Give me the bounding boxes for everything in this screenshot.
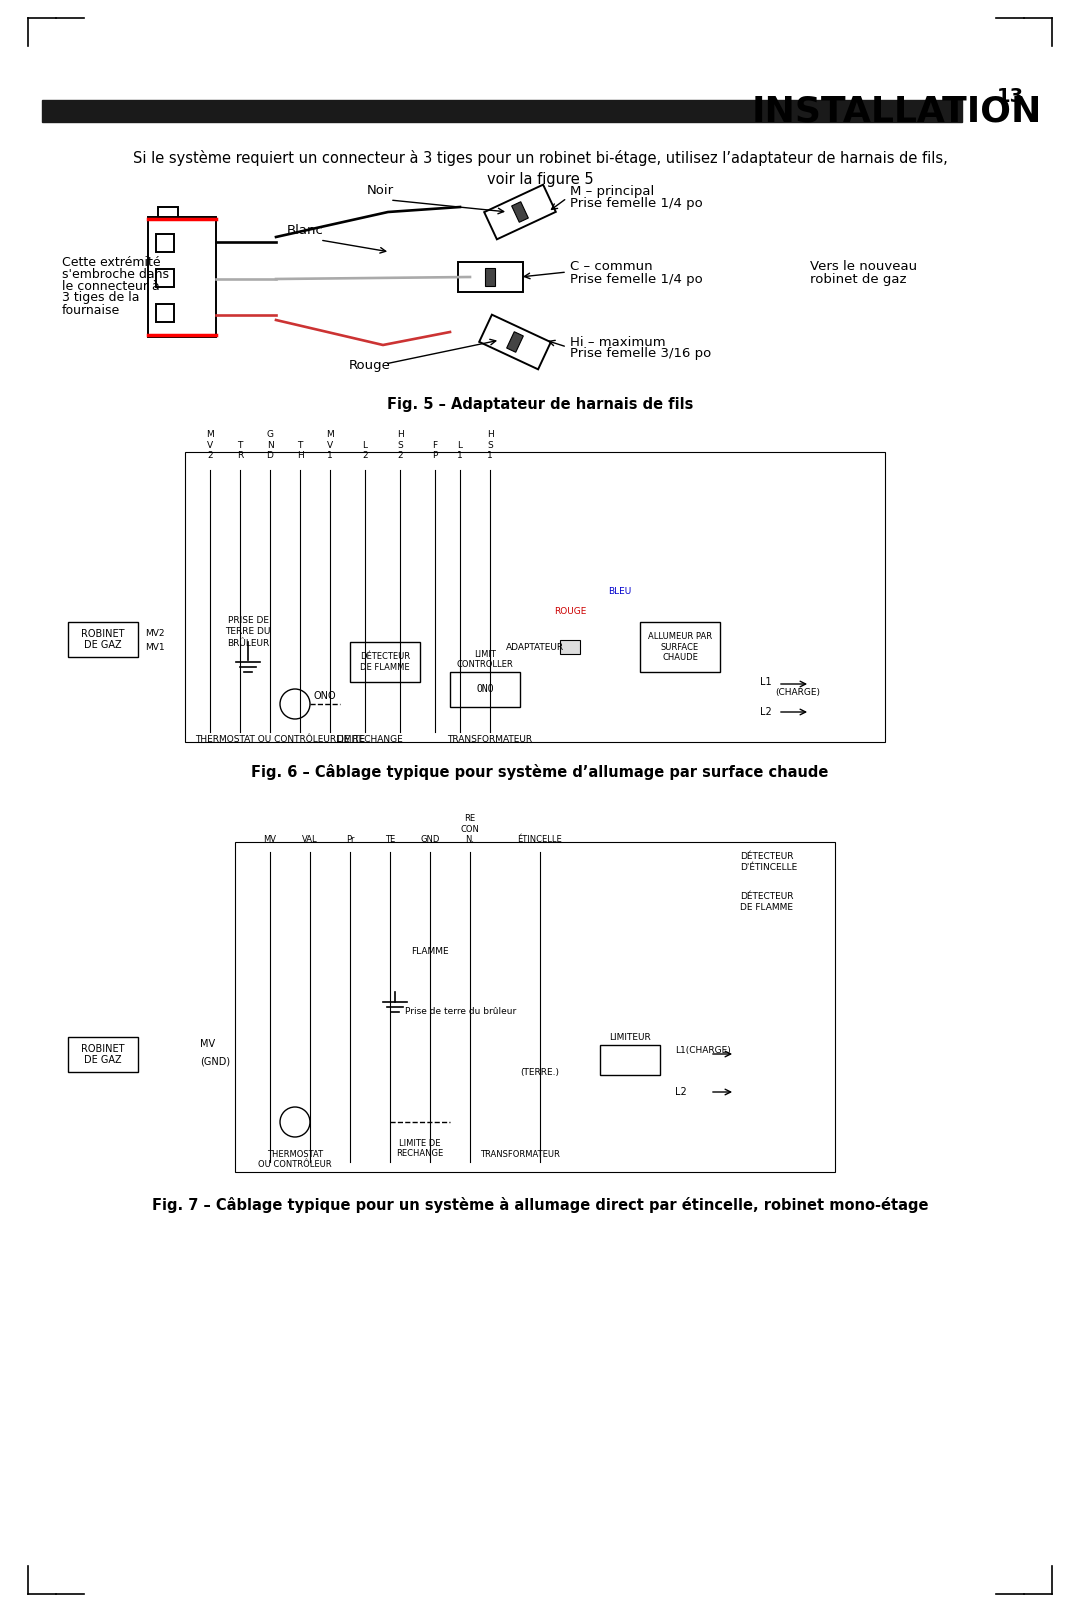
Text: ROBINET
DE GAZ: ROBINET DE GAZ: [81, 1043, 125, 1066]
Polygon shape: [484, 185, 556, 239]
Text: DÉTECTEUR
D'ÉTINCELLE: DÉTECTEUR D'ÉTINCELLE: [740, 853, 797, 872]
Polygon shape: [512, 202, 528, 222]
Text: ALLUMEUR PAR
SURFACE
CHAUDE: ALLUMEUR PAR SURFACE CHAUDE: [648, 632, 712, 663]
Text: L1: L1: [760, 677, 771, 687]
Text: Rouge: Rouge: [349, 359, 391, 372]
Bar: [350, 642, 420, 682]
Text: ROUGE: ROUGE: [554, 608, 586, 616]
Text: MV1: MV1: [145, 643, 164, 651]
Bar: [640, 622, 720, 672]
Text: LIMITE DE
RECHANGE: LIMITE DE RECHANGE: [396, 1140, 444, 1159]
Polygon shape: [485, 268, 495, 285]
Text: (TERRE.): (TERRE.): [521, 1067, 559, 1077]
Text: Fig. 7 – Câblage typique pour un système à allumage direct par étincelle, robine: Fig. 7 – Câblage typique pour un système…: [152, 1198, 928, 1212]
Text: fournaise: fournaise: [62, 303, 120, 316]
Text: MV: MV: [200, 1040, 215, 1049]
Text: DE RECHANGE: DE RECHANGE: [337, 735, 403, 745]
Text: Prise femelle 3/16 po: Prise femelle 3/16 po: [570, 348, 712, 361]
Bar: [42, 100, 962, 123]
Text: Prise femelle 1/4 po: Prise femelle 1/4 po: [570, 198, 703, 211]
Bar: [158, 206, 178, 218]
Text: T
R: T R: [237, 440, 243, 459]
Text: s'embroche dans: s'embroche dans: [62, 268, 168, 280]
Polygon shape: [458, 263, 523, 292]
Text: Pr: Pr: [346, 835, 354, 845]
Bar: [68, 1037, 138, 1072]
Bar: [68, 622, 138, 658]
Text: FLAMME: FLAMME: [411, 948, 449, 956]
Text: THERMOSTAT
OU CONTRÔLEUR: THERMOSTAT OU CONTRÔLEUR: [258, 1149, 332, 1169]
Text: 13: 13: [997, 87, 1024, 106]
Text: Si le système requiert un connecteur à 3 tiges pour un robinet bi-étage, utilise: Si le système requiert un connecteur à 3…: [133, 150, 947, 187]
Polygon shape: [480, 314, 551, 369]
Text: L
1: L 1: [457, 440, 463, 459]
Text: VAL: VAL: [302, 835, 318, 845]
Bar: [156, 269, 174, 287]
Text: Blanc: Blanc: [286, 224, 323, 237]
Bar: [235, 841, 835, 1172]
Text: Cette extrémité: Cette extrémité: [62, 255, 161, 269]
Text: MV2: MV2: [145, 630, 164, 638]
Bar: [148, 218, 216, 337]
Text: INSTALLATION: INSTALLATION: [752, 93, 1042, 127]
Text: H
S
2: H S 2: [396, 430, 403, 459]
Text: L2: L2: [675, 1086, 687, 1098]
Text: Prise de terre du brûleur: Prise de terre du brûleur: [405, 1008, 516, 1017]
Text: 3 tiges de la: 3 tiges de la: [62, 292, 139, 305]
Text: ÉTINCELLE: ÉTINCELLE: [517, 835, 563, 845]
Text: LIMIT
CONTROLLER: LIMIT CONTROLLER: [457, 650, 513, 669]
Text: (CHARGE): (CHARGE): [775, 687, 820, 696]
Text: L2: L2: [760, 708, 772, 717]
Bar: [450, 672, 519, 708]
Text: ONO: ONO: [476, 685, 494, 695]
Text: Fig. 6 – Câblage typique pour système d’allumage par surface chaude: Fig. 6 – Câblage typique pour système d’…: [252, 764, 828, 780]
Bar: [156, 234, 174, 251]
Text: robinet de gaz: robinet de gaz: [810, 272, 906, 285]
Text: DÉTECTEUR
DE FLAMME: DÉTECTEUR DE FLAMME: [360, 653, 410, 672]
Text: H
S
1: H S 1: [487, 430, 494, 459]
Bar: [600, 1045, 660, 1075]
Text: G
N
D: G N D: [267, 430, 273, 459]
Text: DÉTECTEUR
DE FLAMME: DÉTECTEUR DE FLAMME: [740, 893, 794, 912]
Text: BLEU: BLEU: [608, 587, 632, 596]
Text: Fig. 5 – Adaptateur de harnais de fils: Fig. 5 – Adaptateur de harnais de fils: [387, 397, 693, 413]
Text: ROBINET
DE GAZ: ROBINET DE GAZ: [81, 629, 125, 650]
Text: M – principal: M – principal: [570, 185, 654, 198]
Text: M
V
1: M V 1: [326, 430, 334, 459]
Polygon shape: [507, 332, 524, 353]
Text: MV: MV: [264, 835, 276, 845]
Text: T
H: T H: [297, 440, 303, 459]
Text: ADAPTATEUR: ADAPTATEUR: [505, 643, 564, 651]
Text: Noir: Noir: [366, 184, 393, 197]
Text: GND: GND: [420, 835, 440, 845]
Bar: [185, 451, 885, 742]
Text: TE: TE: [384, 835, 395, 845]
Bar: [156, 305, 174, 322]
Bar: [561, 640, 580, 654]
Text: TRANSFORMATEUR: TRANSFORMATEUR: [481, 1149, 559, 1159]
Text: PRISE DE
TERRE DU
BRÛLEUR: PRISE DE TERRE DU BRÛLEUR: [226, 616, 271, 648]
Text: RE
CON
N.: RE CON N.: [460, 814, 480, 845]
Text: F
P: F P: [432, 440, 437, 459]
Text: (GND): (GND): [200, 1057, 230, 1067]
Text: L1(CHARGE): L1(CHARGE): [675, 1046, 731, 1054]
Text: TRANSFORMATEUR: TRANSFORMATEUR: [447, 735, 532, 745]
Text: THERMOSTAT OU CONTRÔLEURLIMITE: THERMOSTAT OU CONTRÔLEURLIMITE: [194, 735, 365, 745]
Text: C – commun: C – commun: [570, 261, 652, 274]
Text: Prise femelle 1/4 po: Prise femelle 1/4 po: [570, 272, 703, 285]
Text: Hi – maximum: Hi – maximum: [570, 335, 665, 348]
Text: M
V
2: M V 2: [206, 430, 214, 459]
Text: le connecteur à: le connecteur à: [62, 279, 160, 292]
Text: Vers le nouveau: Vers le nouveau: [810, 261, 917, 274]
Text: L
2: L 2: [362, 440, 368, 459]
Text: ONO: ONO: [313, 692, 336, 701]
Text: LIMITEUR: LIMITEUR: [609, 1033, 651, 1041]
